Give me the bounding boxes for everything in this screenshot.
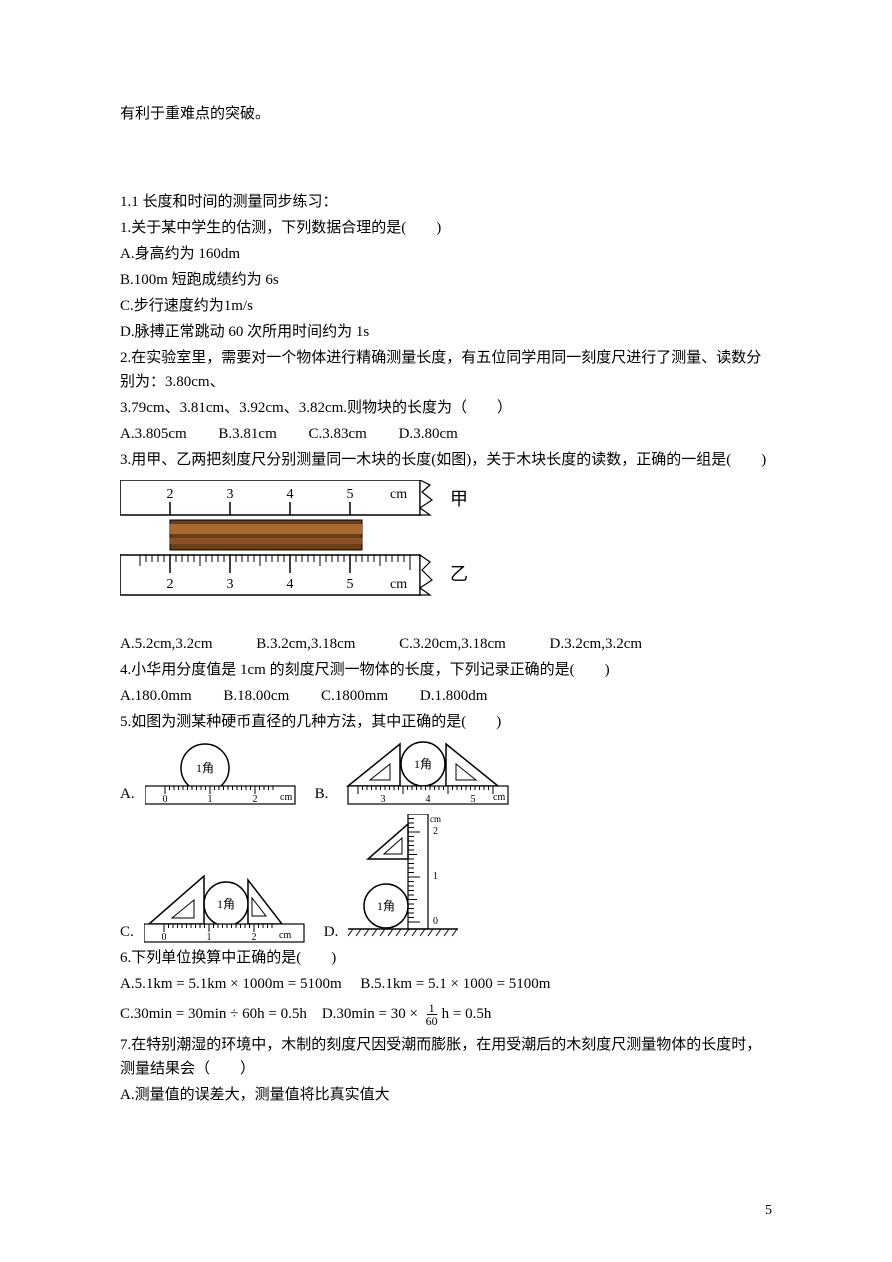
q4-A: A.180.0mm bbox=[120, 684, 192, 708]
q5-fig-B: 1角 3 4 5 cm bbox=[338, 736, 518, 806]
q2-A: A.3.805cm bbox=[120, 422, 187, 446]
page: 有利于重难点的突破。 1.1 长度和时间的测量同步练习： 1.关于某中学生的估测… bbox=[0, 0, 892, 1262]
svg-text:1角: 1角 bbox=[196, 761, 214, 775]
q5-fig-D: 0 1 2 cm 1角 bbox=[348, 814, 468, 944]
q5-C-label: C. bbox=[120, 920, 134, 944]
q6-stem: 6.下列单位换算中正确的是( ) bbox=[120, 946, 772, 970]
page-number: 5 bbox=[765, 1200, 772, 1222]
q6-D-post: h = 0.5h bbox=[442, 1006, 492, 1022]
ruler1-tick-2: 2 bbox=[167, 487, 174, 502]
q4-C: C.1800mm bbox=[321, 684, 388, 708]
q6-B: B.5.1km = 5.1 × 1000 = 5100m bbox=[360, 976, 550, 992]
q2-D: D.3.80cm bbox=[399, 422, 458, 446]
q5-row2: C. 1角 0 1 2 cm D. 0 1 2 cm bbox=[120, 814, 772, 944]
spacer bbox=[120, 128, 772, 188]
q3-D: D.3.2cm,3.2cm bbox=[550, 632, 642, 656]
ruler1-tick-5: 5 bbox=[347, 487, 354, 502]
svg-text:1角: 1角 bbox=[377, 899, 395, 913]
svg-text:0: 0 bbox=[161, 932, 166, 943]
ruler2-tick-2: 2 bbox=[167, 577, 174, 592]
q1-B: B.100m 短跑成绩约为 6s bbox=[120, 268, 772, 292]
q4-stem: 4.小华用分度值是 1cm 的刻度尺测一物体的长度，下列记录正确的是( ) bbox=[120, 658, 772, 682]
q5-fig-C: 1角 0 1 2 cm bbox=[144, 864, 314, 944]
q3-C: C.3.20cm,3.18cm bbox=[399, 632, 506, 656]
svg-text:cm: cm bbox=[493, 792, 505, 803]
q2-B: B.3.81cm bbox=[218, 422, 276, 446]
svg-text:cm: cm bbox=[280, 792, 292, 803]
ruler1-tick-3: 3 bbox=[227, 487, 234, 502]
q3-stem: 3.用甲、乙两把刻度尺分别测量同一木块的长度(如图)，关于木块长度的读数，正确的… bbox=[120, 448, 772, 472]
q3-A: A.5.2cm,3.2cm bbox=[120, 632, 212, 656]
q4-D: D.1.800dm bbox=[420, 684, 488, 708]
q5-stem: 5.如图为测某种硬币直径的几种方法，其中正确的是( ) bbox=[120, 710, 772, 734]
q1-A: A.身高约为 160dm bbox=[120, 242, 772, 266]
ruler2-label: 乙 bbox=[450, 564, 468, 584]
q4-B: B.18.00cm bbox=[223, 684, 289, 708]
ruler1-label: 甲 bbox=[450, 489, 468, 509]
q5-B-label: B. bbox=[315, 782, 329, 806]
q3-options: A.5.2cm,3.2cm B.3.2cm,3.18cm C.3.20cm,3.… bbox=[120, 632, 772, 656]
svg-text:5: 5 bbox=[471, 794, 476, 805]
svg-text:1角: 1角 bbox=[414, 757, 432, 771]
ruler2-unit: cm bbox=[390, 577, 407, 592]
svg-text:1: 1 bbox=[206, 932, 211, 943]
svg-text:1: 1 bbox=[433, 871, 438, 882]
q6-A: A.5.1km = 5.1km × 1000m = 5100m bbox=[120, 976, 342, 992]
q7-A: A.测量值的误差大，测量值将比真实值大 bbox=[120, 1083, 772, 1107]
q1-C: C.步行速度约为1m/s bbox=[120, 294, 772, 318]
q5-A-label: A. bbox=[120, 782, 135, 806]
q3-B: B.3.2cm,3.18cm bbox=[256, 632, 355, 656]
q3-figure: 2 3 4 5 cm 甲 2 3 4 5 cm 乙 bbox=[120, 480, 772, 628]
q2-stem1: 2.在实验室里，需要对一个物体进行精确测量长度，有五位同学用同一刻度尺进行了测量… bbox=[120, 346, 772, 394]
ruler2-tick-5: 5 bbox=[347, 577, 354, 592]
fraction-icon: 160 bbox=[424, 1002, 440, 1027]
q6-CD: C.30min = 30min ÷ 60h = 0.5h D.30min = 3… bbox=[120, 1002, 772, 1027]
q2-options: A.3.805cm B.3.81cm C.3.83cm D.3.80cm bbox=[120, 422, 772, 446]
ruler1-unit: cm bbox=[390, 487, 407, 502]
svg-text:1角: 1角 bbox=[217, 897, 235, 911]
svg-text:2: 2 bbox=[252, 794, 257, 805]
q1-stem: 1.关于某中学生的估测，下列数据合理的是( ) bbox=[120, 216, 772, 240]
svg-text:2: 2 bbox=[433, 826, 438, 837]
svg-text:3: 3 bbox=[381, 794, 386, 805]
q7-stem: 7.在特别潮湿的环境中，木制的刻度尺因受潮而膨胀，在用受潮后的木刻度尺测量物体的… bbox=[120, 1033, 772, 1081]
ruler2-tick-4: 4 bbox=[287, 577, 294, 592]
q5-row1: A. 1角 0 1 2 cm B. 1角 3 4 5 bbox=[120, 736, 772, 806]
q2-C: C.3.83cm bbox=[309, 422, 367, 446]
q5-fig-A: 1角 0 1 2 cm bbox=[145, 736, 305, 806]
q5-D-label: D. bbox=[324, 920, 339, 944]
q6-AB: A.5.1km = 5.1km × 1000m = 5100m B.5.1km … bbox=[120, 972, 772, 996]
q1-D: D.脉搏正常跳动 60 次所用时间约为 1s bbox=[120, 320, 772, 344]
q6-D-pre: D.30min = 30 × bbox=[322, 1006, 422, 1022]
svg-text:cm: cm bbox=[430, 814, 441, 824]
svg-text:cm: cm bbox=[279, 930, 291, 941]
svg-text:0: 0 bbox=[433, 916, 438, 927]
q6-C: C.30min = 30min ÷ 60h = 0.5h bbox=[120, 1006, 307, 1022]
svg-text:2: 2 bbox=[251, 932, 256, 943]
svg-text:0: 0 bbox=[162, 794, 167, 805]
svg-text:1: 1 bbox=[207, 794, 212, 805]
svg-text:4: 4 bbox=[426, 794, 431, 805]
q2-stem2: 3.79cm、3.81cm、3.92cm、3.82cm.则物块的长度为（ ） bbox=[120, 396, 772, 420]
q4-options: A.180.0mm B.18.00cm C.1800mm D.1.800dm bbox=[120, 684, 772, 708]
intro-text: 有利于重难点的突破。 bbox=[120, 102, 772, 126]
ruler1-tick-4: 4 bbox=[287, 487, 294, 502]
section-title: 1.1 长度和时间的测量同步练习： bbox=[120, 190, 772, 214]
ruler2-tick-3: 3 bbox=[227, 577, 234, 592]
frac-bot: 60 bbox=[424, 1015, 440, 1027]
ruler-diagram: 2 3 4 5 cm 甲 2 3 4 5 cm 乙 bbox=[120, 480, 480, 620]
